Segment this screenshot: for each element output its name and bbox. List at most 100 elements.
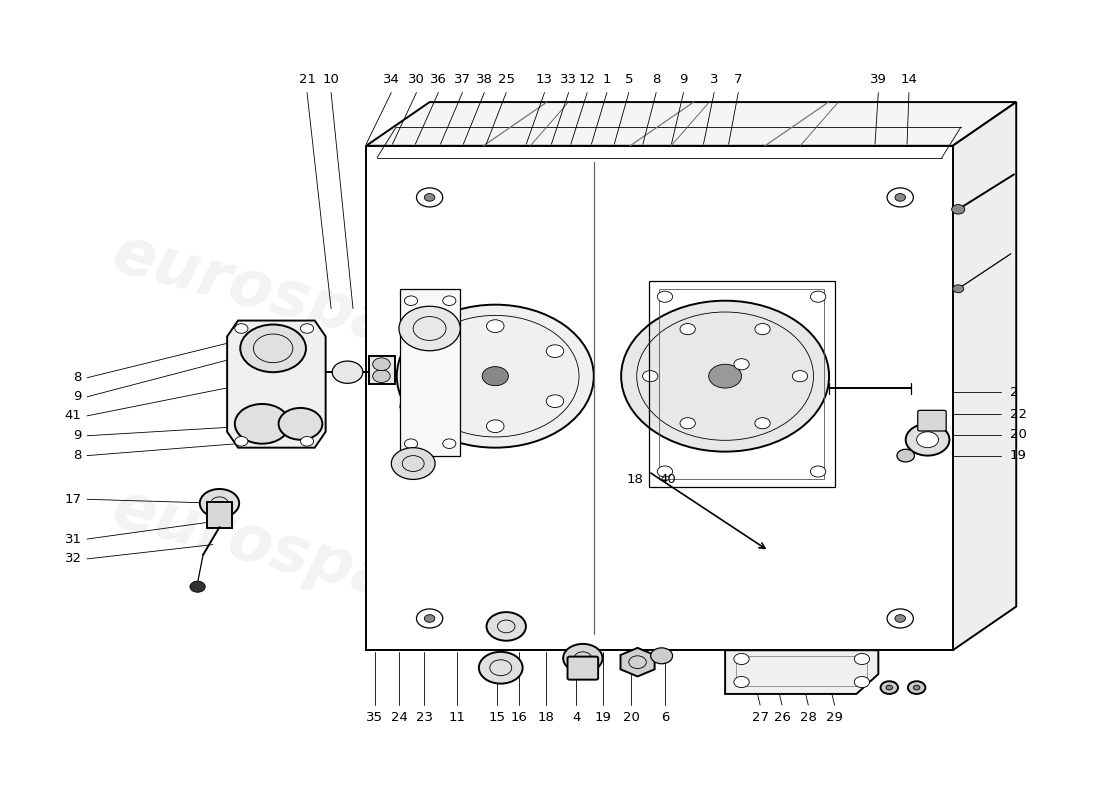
Text: 2: 2 [1010, 386, 1019, 398]
Text: 40: 40 [660, 473, 676, 486]
Text: 35: 35 [366, 711, 384, 725]
Text: 29: 29 [826, 711, 843, 725]
Text: 21: 21 [298, 73, 316, 86]
Circle shape [300, 437, 313, 446]
Text: 22: 22 [1010, 408, 1026, 421]
Text: 9: 9 [680, 73, 688, 86]
Text: 33: 33 [560, 73, 578, 86]
Polygon shape [400, 289, 460, 456]
Circle shape [417, 188, 442, 207]
Circle shape [373, 370, 390, 382]
Text: 31: 31 [65, 533, 81, 546]
Text: 11: 11 [449, 711, 465, 725]
Text: 39: 39 [870, 73, 887, 86]
Text: 17: 17 [65, 493, 81, 506]
Circle shape [300, 324, 313, 334]
Text: 10: 10 [322, 73, 340, 86]
Circle shape [425, 194, 435, 202]
Circle shape [482, 366, 508, 386]
Circle shape [886, 686, 892, 690]
Circle shape [234, 437, 248, 446]
Text: 34: 34 [383, 73, 399, 86]
Circle shape [895, 194, 905, 202]
Text: 14: 14 [901, 73, 917, 86]
Text: 9: 9 [74, 430, 81, 442]
Text: 25: 25 [497, 73, 515, 86]
Circle shape [913, 686, 920, 690]
Circle shape [373, 358, 390, 370]
Text: eurospares: eurospares [512, 477, 917, 641]
Circle shape [680, 323, 695, 334]
Text: 36: 36 [430, 73, 447, 86]
Text: 9: 9 [74, 390, 81, 403]
Circle shape [486, 612, 526, 641]
Circle shape [811, 291, 826, 302]
Text: eurospares: eurospares [512, 222, 917, 387]
Circle shape [811, 466, 826, 477]
Circle shape [200, 489, 239, 518]
Circle shape [880, 682, 898, 694]
Circle shape [792, 370, 807, 382]
Text: eurospares: eurospares [106, 477, 513, 641]
Text: 19: 19 [1010, 449, 1026, 462]
Text: 8: 8 [74, 371, 81, 384]
Circle shape [952, 205, 965, 214]
Circle shape [755, 418, 770, 429]
Circle shape [405, 439, 418, 449]
Text: 23: 23 [416, 711, 432, 725]
Text: 8: 8 [652, 73, 660, 86]
Text: 7: 7 [734, 73, 742, 86]
Circle shape [651, 648, 672, 664]
Text: 18: 18 [537, 711, 554, 725]
Circle shape [905, 424, 949, 456]
Circle shape [405, 296, 418, 306]
Circle shape [680, 418, 695, 429]
FancyBboxPatch shape [917, 410, 946, 431]
Text: 41: 41 [65, 410, 81, 422]
Text: 16: 16 [510, 711, 528, 725]
FancyBboxPatch shape [568, 657, 598, 680]
Text: 12: 12 [579, 73, 596, 86]
Text: 5: 5 [625, 73, 634, 86]
Circle shape [734, 677, 749, 687]
Circle shape [916, 432, 938, 448]
Circle shape [908, 682, 925, 694]
Circle shape [896, 450, 914, 462]
Circle shape [399, 306, 460, 350]
Circle shape [486, 320, 504, 333]
Text: 20: 20 [1010, 429, 1026, 442]
Text: 32: 32 [65, 552, 81, 566]
Text: 3: 3 [710, 73, 718, 86]
Circle shape [887, 609, 913, 628]
Polygon shape [620, 648, 654, 677]
Text: 24: 24 [390, 711, 407, 725]
Text: 6: 6 [661, 711, 669, 725]
Circle shape [427, 395, 444, 407]
Text: 4: 4 [572, 711, 581, 725]
Circle shape [397, 305, 594, 448]
Text: 28: 28 [800, 711, 816, 725]
Text: 30: 30 [408, 73, 425, 86]
Circle shape [855, 677, 870, 687]
Circle shape [278, 408, 322, 440]
Circle shape [427, 345, 444, 358]
Circle shape [755, 323, 770, 334]
Circle shape [708, 364, 741, 388]
Text: 13: 13 [536, 73, 553, 86]
Circle shape [425, 614, 435, 622]
Polygon shape [953, 102, 1016, 650]
Polygon shape [227, 321, 326, 448]
Circle shape [734, 654, 749, 665]
Circle shape [240, 325, 306, 372]
Circle shape [190, 581, 206, 592]
Circle shape [442, 439, 455, 449]
Text: 37: 37 [454, 73, 471, 86]
FancyBboxPatch shape [208, 502, 231, 528]
Circle shape [478, 652, 522, 684]
Circle shape [855, 654, 870, 665]
Circle shape [953, 285, 964, 293]
Circle shape [442, 296, 455, 306]
Circle shape [734, 358, 749, 370]
Polygon shape [366, 102, 1016, 146]
Text: 20: 20 [623, 711, 639, 725]
